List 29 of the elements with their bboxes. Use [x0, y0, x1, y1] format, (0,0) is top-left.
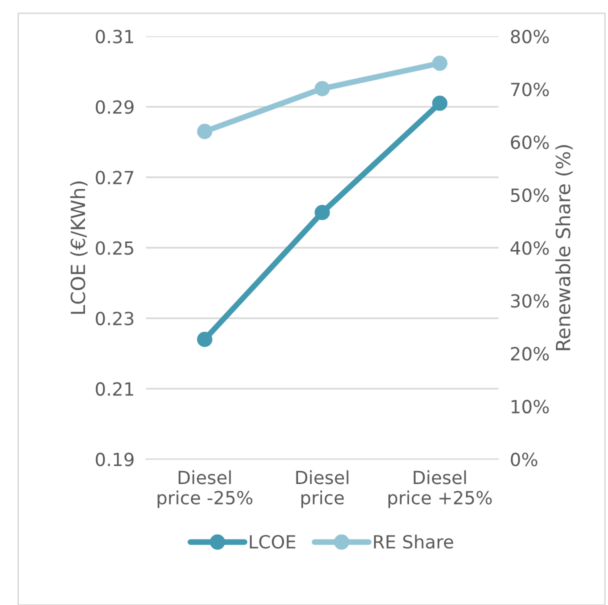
point [432, 96, 448, 111]
point [197, 124, 212, 140]
x-tick-label: Diesel price [296, 470, 348, 508]
x-tick-label: Diesel price +25% [388, 470, 492, 508]
y2-tick-label: 0% [510, 452, 538, 466]
y-tick-label: 0.25 [96, 241, 134, 255]
legend-label: RE Share [374, 534, 454, 549]
point [197, 332, 212, 348]
y-tick-label: 0.29 [96, 100, 134, 114]
y2-tick-label: 20% [510, 346, 549, 361]
point [314, 80, 330, 96]
y2-tick-label: 80% [510, 30, 549, 44]
point [432, 56, 448, 71]
y2-tick-label: 60% [510, 135, 549, 150]
y2-axis-title: Renewable Share (%) [555, 145, 573, 350]
y2-tick-label: 30% [511, 294, 549, 308]
y-tick-label: 0.31 [96, 30, 134, 44]
y2-tick-label: 70% [511, 82, 549, 96]
point [314, 204, 330, 220]
y-tick-label: 0.21 [96, 382, 134, 396]
y-tick-label: 0.27 [96, 170, 134, 184]
y-tick-label: 0.23 [96, 312, 134, 326]
y2-tick-label: 50% [511, 188, 549, 202]
y2-tick-label: 40% [510, 241, 549, 255]
x-tick-label: Diesel price -25% [158, 470, 252, 508]
y-tick-label: 0.19 [96, 452, 134, 466]
y2-tick-label: 10% [512, 400, 549, 414]
legend-label: LCOE [250, 534, 296, 549]
y-axis-title: LCOE (€/KWh) [70, 181, 88, 314]
